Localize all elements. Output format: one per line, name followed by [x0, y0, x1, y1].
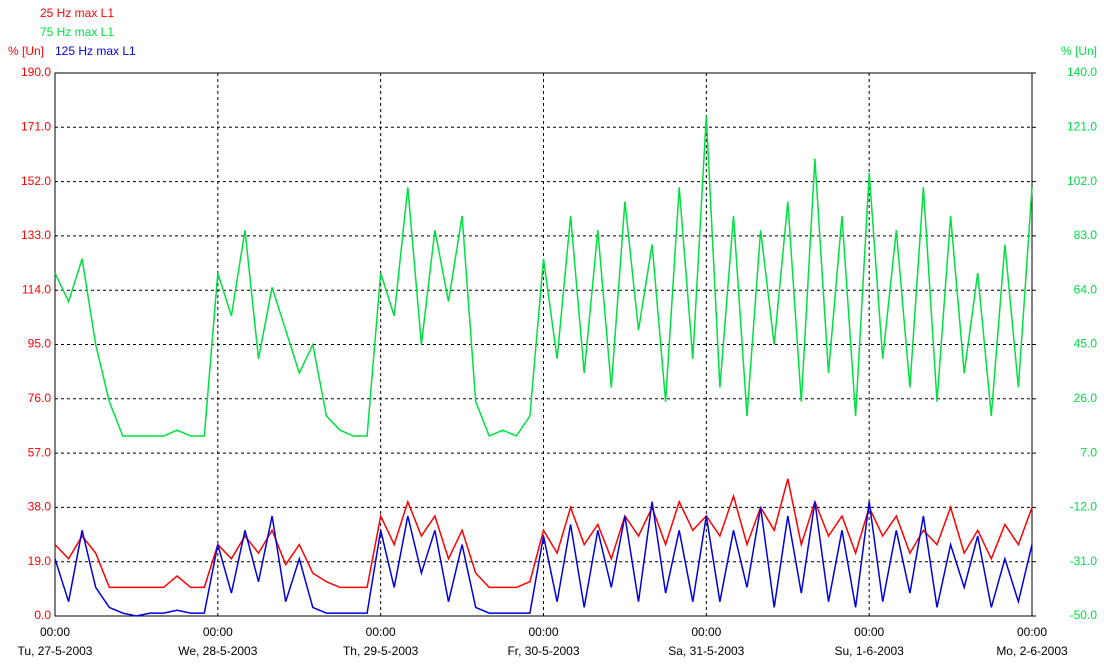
y-tick-label: 171.0	[21, 119, 51, 133]
y2-tick-label: -50.0	[1070, 608, 1098, 622]
y-tick-label: 190.0	[21, 65, 51, 79]
y2-tick-label: -31.0	[1070, 554, 1098, 568]
y2-tick-label: -12.0	[1070, 500, 1098, 514]
y2-tick-label: 45.0	[1074, 337, 1098, 351]
y-tick-label: 57.0	[28, 445, 52, 459]
x-tick-label: 00:00	[854, 625, 884, 639]
x-tick-label: We, 28-5-2003	[178, 644, 257, 658]
series-line	[54, 115, 1033, 437]
x-tick-label: 00:00	[691, 625, 721, 639]
y-tick-label: 38.0	[28, 500, 52, 514]
x-tick-label: Tu, 27-5-2003	[18, 644, 93, 658]
x-tick-label: Sa, 31-5-2003	[668, 644, 744, 658]
y2-tick-label: 83.0	[1074, 228, 1098, 242]
x-tick-label: Su, 1-6-2003	[834, 644, 904, 658]
x-tick-label: Mo, 2-6-2003	[996, 644, 1068, 658]
legend-label: 125 Hz max L1	[55, 44, 136, 58]
y-tick-label: 76.0	[28, 391, 52, 405]
y2-tick-label: 140.0	[1067, 65, 1097, 79]
y-tick-label: 95.0	[28, 337, 52, 351]
y2-tick-label: 26.0	[1074, 391, 1098, 405]
y2-tick-label: 7.0	[1080, 445, 1097, 459]
legend-label: 25 Hz max L1	[40, 6, 114, 20]
x-tick-label: Fr, 30-5-2003	[507, 644, 579, 658]
x-tick-label: Th, 29-5-2003	[343, 644, 419, 658]
x-tick-label: 00:00	[366, 625, 396, 639]
y-tick-label: 0.0	[34, 608, 51, 622]
y2-tick-label: 102.0	[1067, 174, 1097, 188]
y-tick-label: 114.0	[22, 282, 51, 296]
legend-label: 75 Hz max L1	[40, 25, 114, 39]
x-tick-label: 00:00	[40, 625, 70, 639]
x-tick-label: 00:00	[203, 625, 233, 639]
y2-tick-label: 64.0	[1074, 282, 1098, 296]
x-tick-label: 00:00	[528, 625, 558, 639]
y-tick-label: 133.0	[21, 228, 51, 242]
y2-axis-label: % [Un]	[1061, 44, 1097, 58]
series-line	[54, 501, 1033, 617]
y-tick-label: 19.0	[28, 554, 52, 568]
y2-tick-label: 121.0	[1067, 119, 1097, 133]
y-tick-label: 152.0	[21, 174, 51, 188]
y-axis-label: % [Un]	[8, 44, 44, 58]
x-tick-label: 00:00	[1017, 625, 1047, 639]
